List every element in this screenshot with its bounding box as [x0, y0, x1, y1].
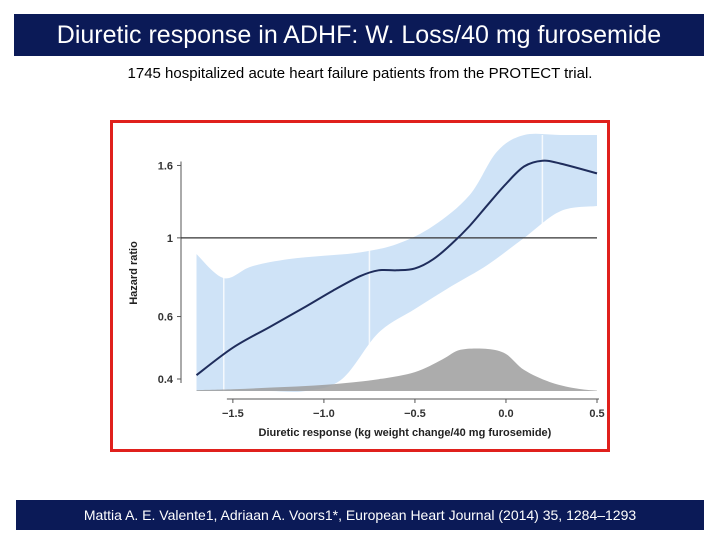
confidence-band: [196, 133, 597, 392]
slide-title: Diuretic response in ADHF: W. Loss/40 mg…: [14, 14, 704, 56]
hazard-ratio-chart: 0.4 0.6 1 1.6 −1.5 −1.0 −0.5 0.0 0.5 Diuretic re…: [128, 133, 605, 439]
slide-subtitle: 1745 hospitalized acute heart failure pa…: [127, 65, 593, 82]
x-tick-label: 0.5: [589, 408, 604, 420]
density-area: [196, 348, 597, 391]
hazard-ratio-curve: [195, 159, 598, 376]
y-tick-label: 1.6: [158, 160, 173, 172]
confidence-band-layer: [196, 133, 597, 392]
curve-layer: [195, 159, 598, 376]
y-tick-label: 0.6: [158, 312, 173, 324]
y-axis-label: Hazard ratio: [128, 241, 140, 305]
y-tick-label: 0.4: [158, 374, 174, 386]
y-tick-label: 1: [167, 233, 173, 245]
citation-footer: Mattia A. E. Valente1, Adriaan A. Voors1…: [16, 500, 704, 530]
x-tick-label: 0.0: [498, 408, 513, 420]
x-axis-label: Diuretic response (kg weight change/40 m…: [259, 427, 552, 439]
x-tick-label: −1.5: [222, 408, 244, 420]
axis-layer: 0.4 0.6 1 1.6 −1.5 −1.0 −0.5 0.0 0.5: [158, 160, 605, 420]
x-tick-label: −1.0: [313, 408, 335, 420]
chart-frame: 0.4 0.6 1 1.6 −1.5 −1.0 −0.5 0.0 0.5 Diuretic re…: [110, 120, 610, 452]
x-tick-label: −0.5: [404, 408, 426, 420]
label-layer: Diuretic response (kg weight change/40 m…: [128, 241, 552, 439]
density-layer: [196, 348, 597, 391]
